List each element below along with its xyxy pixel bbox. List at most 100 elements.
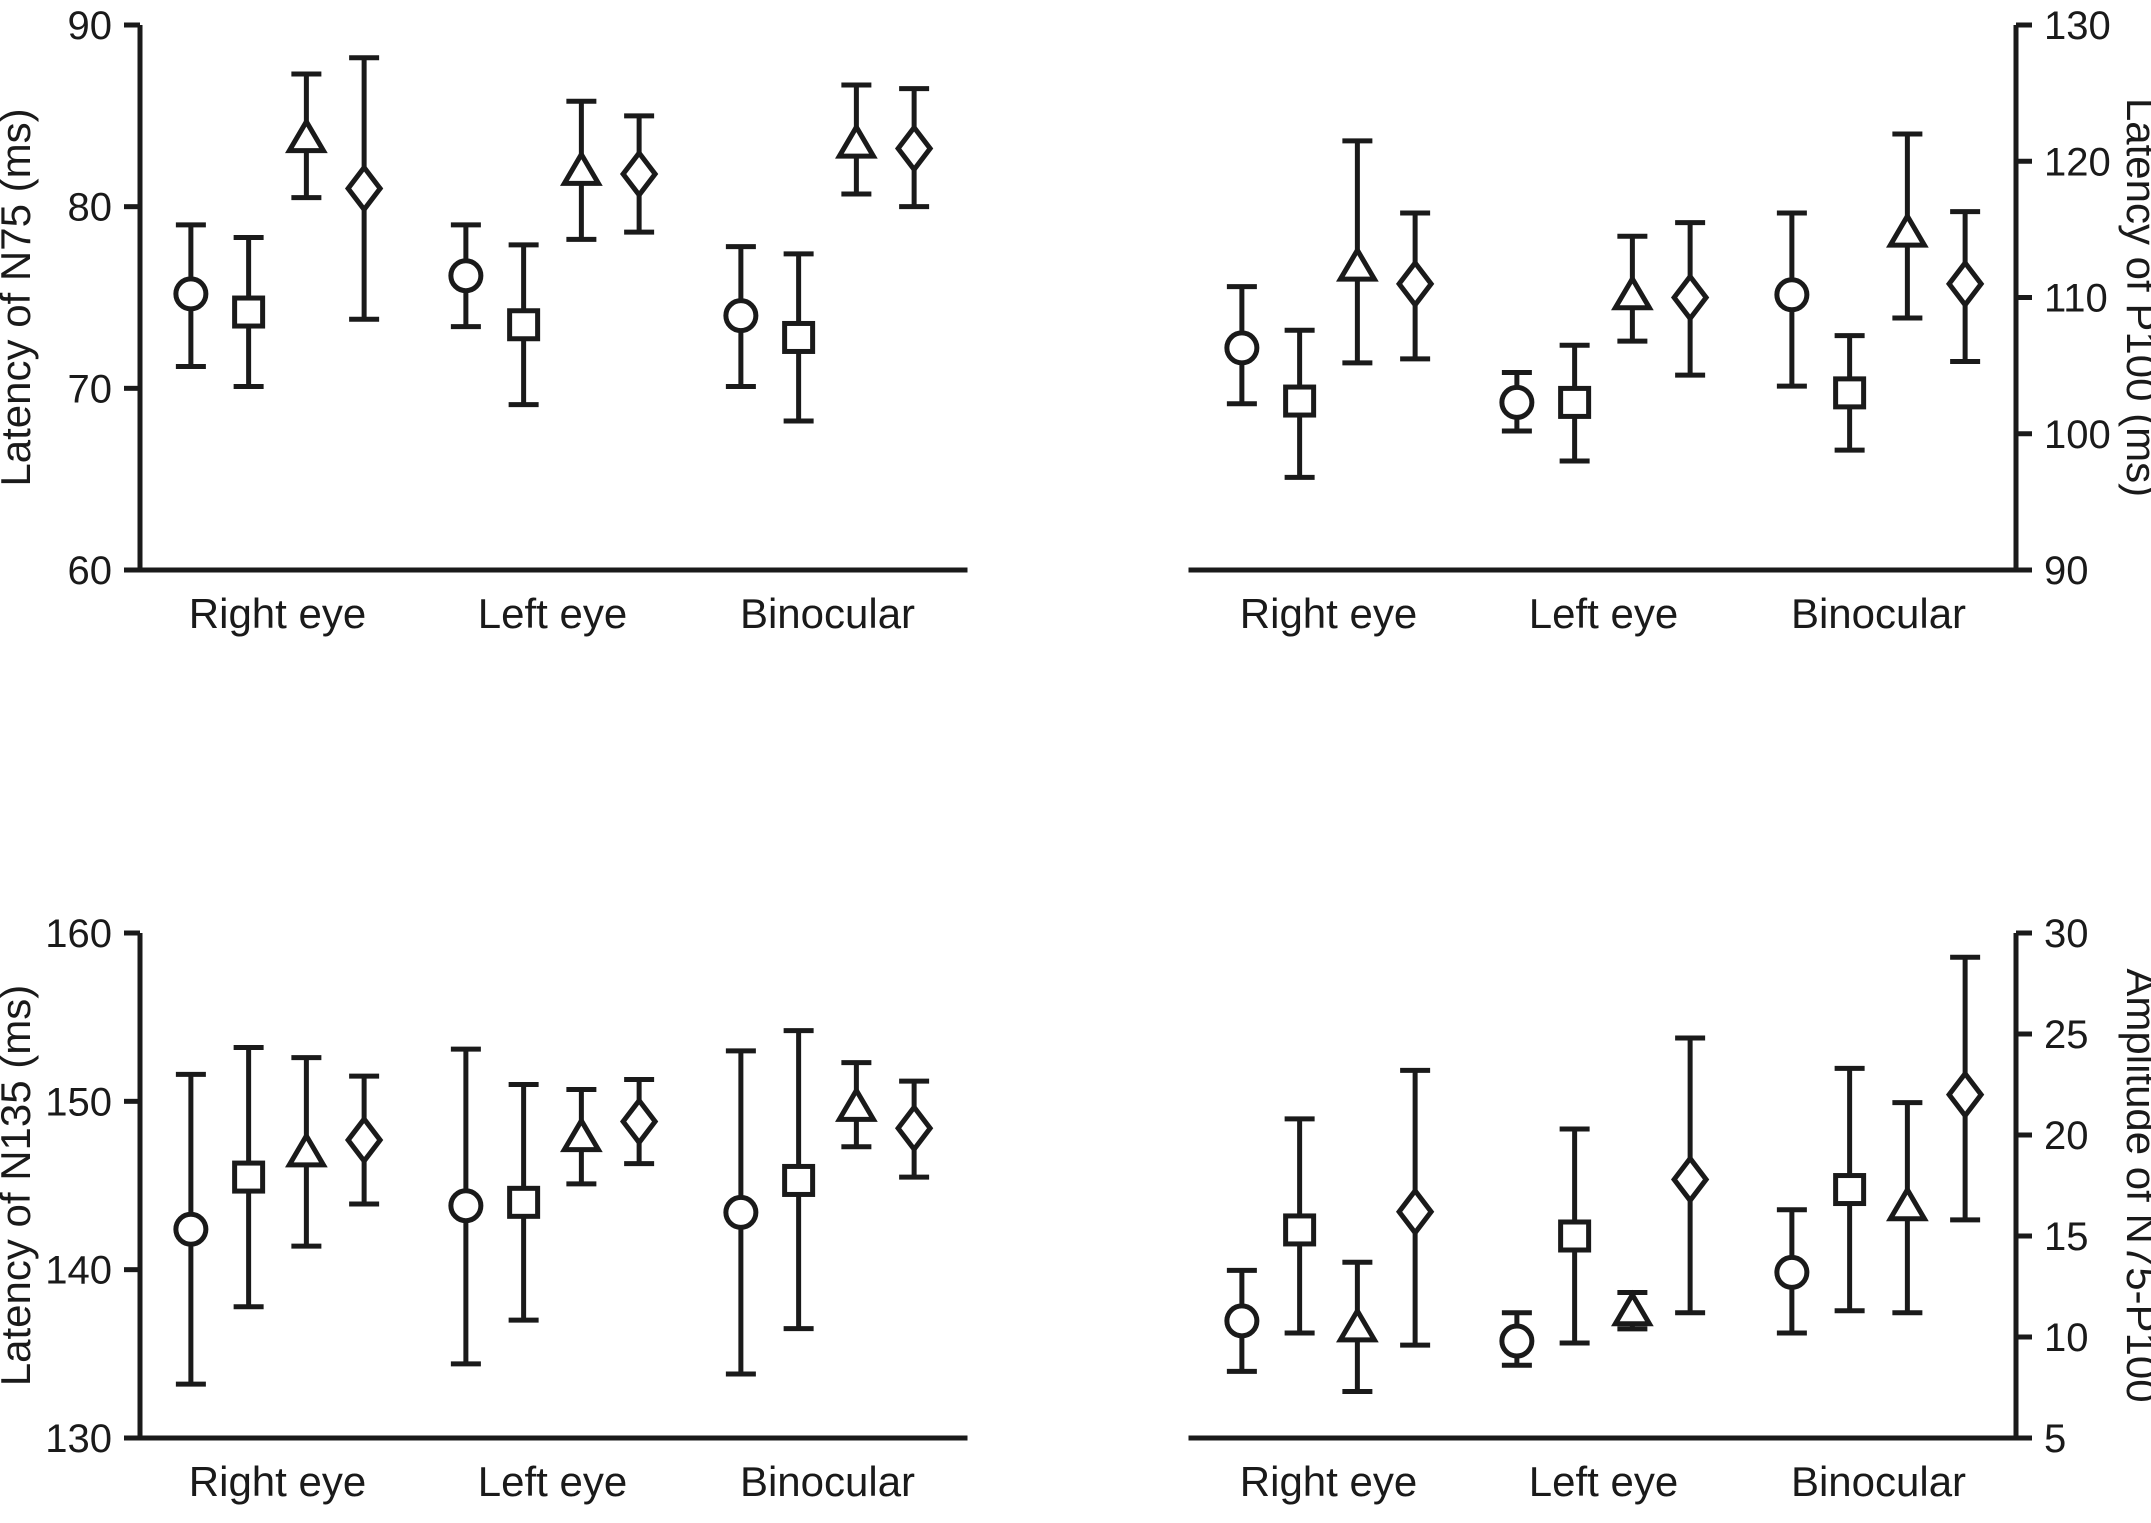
diamond-marker	[619, 1096, 659, 1147]
y-tick-label: 100	[2044, 413, 2111, 457]
triangle-marker	[1336, 245, 1379, 282]
y-tick-label: 150	[45, 1080, 112, 1124]
category-label: Binocular	[740, 1458, 915, 1505]
square-marker	[1558, 1219, 1592, 1253]
diamond-marker	[894, 1103, 934, 1154]
circle-marker	[1774, 277, 1810, 313]
y-tick-label: 60	[68, 549, 113, 593]
circle-marker	[1499, 1323, 1535, 1359]
y-tick-label: 25	[2044, 1013, 2089, 1057]
square-marker	[1283, 1213, 1317, 1247]
category-label: Left eye	[478, 1458, 627, 1505]
category-label: Right eye	[1240, 1458, 1417, 1505]
diamond-marker	[344, 163, 384, 214]
circle-marker	[448, 258, 484, 294]
triangle-marker	[835, 1085, 878, 1122]
diamond-marker	[1945, 1069, 1985, 1120]
series-triangle	[1336, 131, 1929, 366]
series-circle	[1224, 210, 1810, 434]
chart-svg-amplitude: 5 10 15 20 25 30 Amplitude of N75-P100 Right ey…	[1188, 912, 2151, 1505]
diamond-marker	[1670, 1154, 1710, 1205]
triangle-marker	[1336, 1305, 1379, 1343]
category-label: Binocular	[740, 590, 915, 637]
y-tick-label: 20	[2044, 1114, 2089, 1158]
y-axis-label: Latency of P100 (ms)	[2118, 98, 2151, 497]
category-label: Right eye	[189, 1458, 366, 1505]
y-tick-label: 5	[2044, 1417, 2066, 1461]
triangle-marker	[285, 116, 328, 154]
diamond-marker	[619, 148, 659, 200]
y-tick-label: 130	[45, 1417, 112, 1461]
series-square	[232, 1028, 816, 1332]
y-axis-label: Latency of N135 (ms)	[0, 985, 39, 1387]
circle-marker	[723, 298, 759, 334]
diamond-marker	[344, 1114, 384, 1166]
circle-marker	[448, 1188, 484, 1224]
chart-amplitude-n75-p100: 5 10 15 20 25 30 Amplitude of N75-P100 Right ey…	[1161, 863, 2151, 1523]
square-marker	[232, 1160, 266, 1194]
series-triangle	[285, 71, 878, 242]
y-axis-label: Latency of N75 (ms)	[0, 108, 39, 486]
series-circle	[1224, 1207, 1810, 1374]
series-triangle	[1336, 1100, 1929, 1395]
series-circle	[173, 222, 759, 390]
category-label: Left eye	[1529, 1458, 1678, 1505]
category-label: Right eye	[1240, 590, 1417, 637]
circle-marker	[173, 276, 209, 312]
y-tick-label: 110	[2044, 277, 2108, 321]
chart-svg-n75: 60 70 80 90 Latency of N75 (ms) Right eye Left…	[0, 4, 968, 637]
chart-svg-p100: 90 100 110 120 130 Latency of P100 (ms) Right …	[1188, 4, 2151, 637]
y-tick-label: 10	[2044, 1316, 2089, 1360]
category-label: Right eye	[189, 590, 366, 637]
circle-marker	[1774, 1254, 1810, 1290]
y-tick-label: 120	[2044, 140, 2111, 184]
series-triangle	[285, 1055, 878, 1249]
triangle-marker	[560, 1115, 603, 1153]
y-tick-label: 30	[2044, 912, 2089, 956]
y-axis-label: Amplitude of N75-P100	[2118, 968, 2151, 1402]
circle-marker	[723, 1194, 759, 1230]
series-square	[1283, 1065, 1867, 1346]
series-square	[1283, 327, 1867, 480]
circle-marker	[173, 1211, 209, 1247]
circle-marker	[1224, 330, 1260, 366]
square-marker	[782, 320, 816, 354]
triangle-marker	[1611, 273, 1654, 311]
y-tick-label: 70	[68, 367, 113, 411]
diamond-marker	[894, 123, 934, 174]
square-marker	[1558, 385, 1592, 419]
y-tick-label: 140	[45, 1249, 112, 1293]
triangle-marker	[285, 1130, 328, 1168]
series-square	[232, 235, 816, 424]
circle-marker	[1224, 1303, 1260, 1339]
triangle-marker	[560, 149, 603, 186]
square-marker	[507, 308, 541, 342]
square-marker	[507, 1185, 541, 1219]
diamond-marker	[1670, 272, 1710, 323]
triangle-marker	[1886, 1184, 1929, 1222]
diamond-marker	[1395, 258, 1435, 310]
y-tick-label: 160	[45, 912, 112, 956]
triangle-marker	[1611, 1289, 1654, 1327]
y-tick-label: 90	[2044, 549, 2089, 593]
diamond-marker	[1945, 258, 1985, 310]
category-label: Binocular	[1791, 590, 1966, 637]
square-marker	[1283, 384, 1317, 418]
square-marker	[782, 1163, 816, 1197]
series-diamond	[1395, 209, 1985, 378]
square-marker	[1833, 376, 1867, 410]
series-diamond	[344, 1073, 934, 1207]
y-tick-label: 80	[68, 186, 113, 230]
triangle-marker	[1886, 211, 1929, 248]
y-tick-label: 90	[68, 4, 113, 48]
category-label: Left eye	[1529, 590, 1678, 637]
square-marker	[1833, 1173, 1867, 1207]
chart-latency-n135: 130 140 150 160 Latency of N135 (ms) Right ey…	[0, 863, 990, 1523]
category-label: Left eye	[478, 590, 627, 637]
y-tick-label: 130	[2044, 4, 2111, 48]
y-tick-label: 15	[2044, 1215, 2089, 1259]
diamond-marker	[1395, 1186, 1435, 1237]
chart-latency-n75: 60 70 80 90 Latency of N75 (ms) Right eye Left…	[0, 0, 990, 660]
